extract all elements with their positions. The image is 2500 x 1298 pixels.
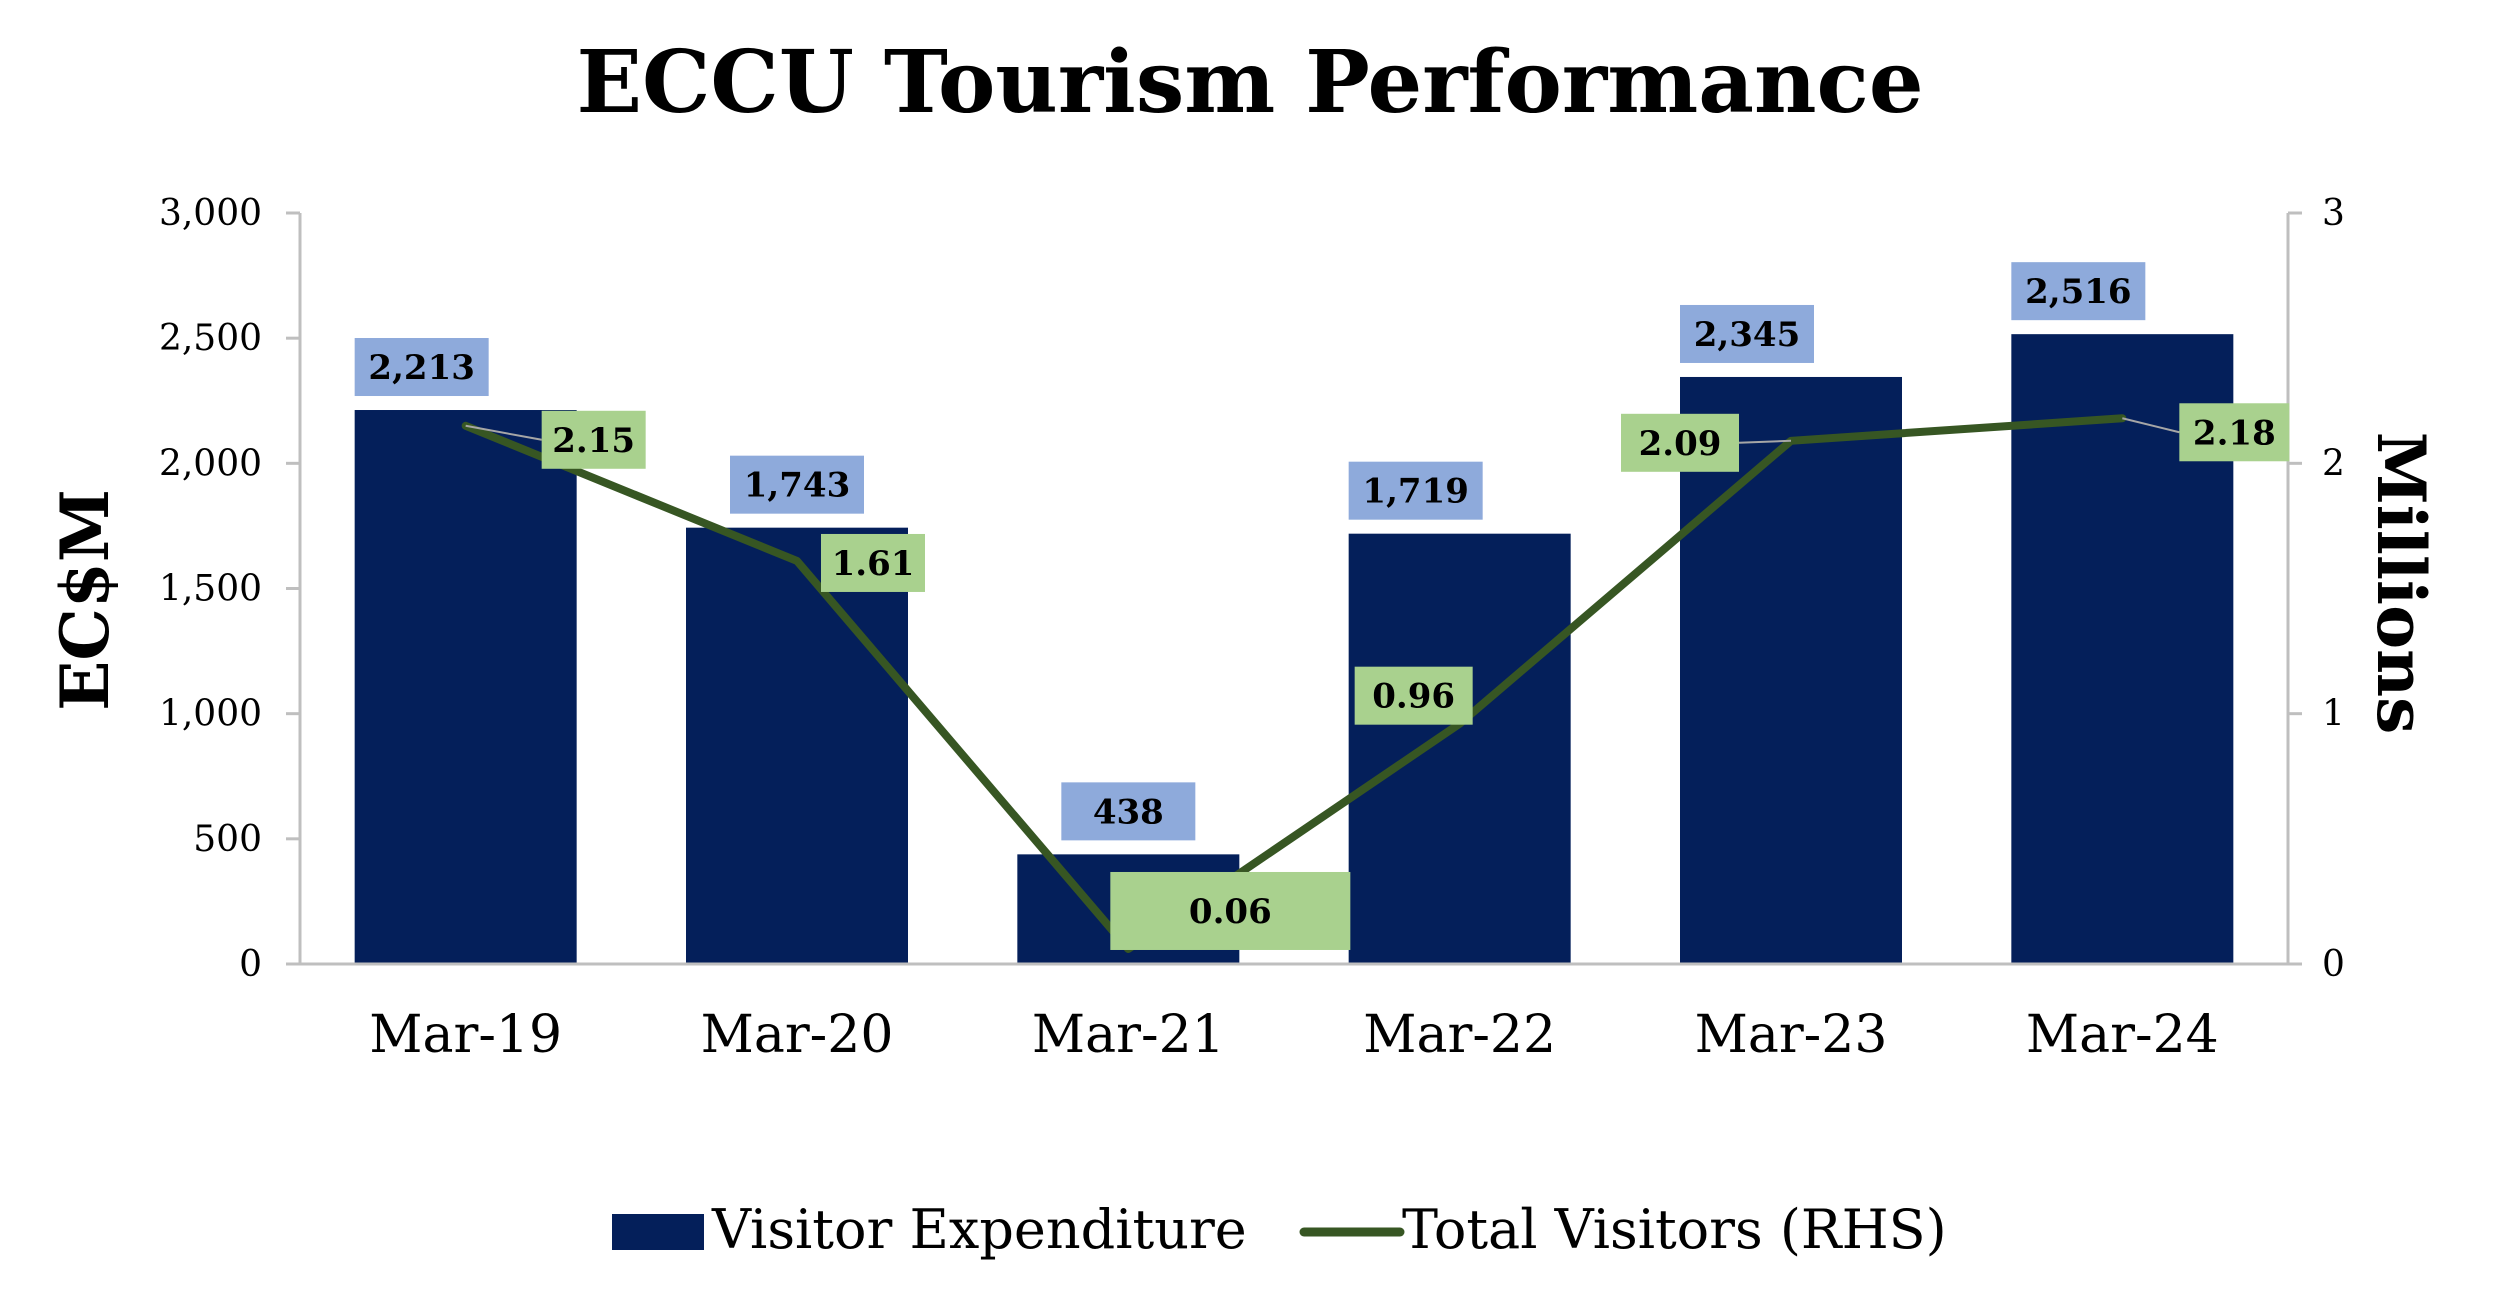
x-tick-label: Mar-22 xyxy=(1363,1005,1556,1065)
line-data-label-box xyxy=(821,533,925,592)
data-labels: 2,213 1,743 438 1,719 2,345 2,516 2.15 1.61 0.06… xyxy=(354,262,2290,950)
line-data-label: 2.18 xyxy=(2193,413,2276,453)
y-tick-label: 500 xyxy=(193,819,262,860)
bar-data-label-box xyxy=(730,455,864,514)
y-tick-label: 1,000 xyxy=(159,694,262,735)
legend-label-expenditure: Visitor Expenditure xyxy=(711,1198,1247,1261)
bar-data-label: 438 xyxy=(1093,792,1164,832)
bar-data-label: 2,213 xyxy=(368,348,474,388)
chart-title: ECCU Tourism Performance xyxy=(576,32,1923,133)
bar-data-label: 2,516 xyxy=(2025,272,2131,312)
x-tick-label: Mar-24 xyxy=(2026,1005,2219,1065)
bar-data-label-box xyxy=(1061,782,1196,841)
bar-data-label: 2,345 xyxy=(1694,315,1800,355)
x-tick-label: Mar-20 xyxy=(701,1005,894,1065)
line-data-label-box xyxy=(541,410,646,469)
line-data-label: 0.96 xyxy=(1372,677,1455,717)
y2-axis-title: Millions xyxy=(2362,432,2440,735)
legend: Visitor Expenditure Total Visitors (RHS) xyxy=(612,1198,1947,1261)
axes: 0 500 1,000 1,500 2,000 2,500 3,000 0 1 2 3 Mar-19 M… xyxy=(159,193,2345,1065)
y2-tick-label: 3 xyxy=(2322,193,2345,234)
y2-tick-label: 1 xyxy=(2322,694,2345,735)
line-data-label-box xyxy=(2179,403,2290,462)
bar xyxy=(1680,376,1902,964)
line-series xyxy=(461,414,2127,953)
line-data-label: 2.15 xyxy=(552,421,635,461)
visitors-line xyxy=(461,414,2127,953)
bar-series xyxy=(354,334,2234,964)
y-tick-label: 1,500 xyxy=(159,569,262,610)
y2-tick-label: 2 xyxy=(2322,443,2345,484)
line-data-label-box xyxy=(1354,666,1473,725)
y-tick-label: 3,000 xyxy=(159,193,262,234)
line-data-label: 0.06 xyxy=(1189,892,1272,932)
y2-tick-label: 0 xyxy=(2322,944,2345,985)
line-label-leader xyxy=(1738,439,1792,444)
bar-data-label-box xyxy=(2011,262,2146,321)
x-tick-label: Mar-19 xyxy=(369,1005,562,1065)
line-data-label-box xyxy=(1110,871,1351,950)
line-data-label: 1.61 xyxy=(832,544,915,584)
y-tick-label: 0 xyxy=(239,944,262,985)
bar-data-label-box xyxy=(1680,304,1814,363)
legend-label-visitors: Total Visitors (RHS) xyxy=(1402,1198,1947,1261)
bar-data-label-box xyxy=(354,338,489,397)
bar xyxy=(1348,533,1571,964)
x-tick-label: Mar-23 xyxy=(1695,1005,1888,1065)
line-data-label-box xyxy=(1621,413,1739,472)
x-tick-label: Mar-21 xyxy=(1032,1005,1225,1065)
bar xyxy=(354,410,577,964)
line-data-label: 2.09 xyxy=(1639,424,1722,464)
bar-data-label: 1,743 xyxy=(744,466,850,506)
bar-data-label: 1,719 xyxy=(1362,472,1468,512)
legend-bar-swatch xyxy=(612,1214,704,1250)
bar xyxy=(686,527,908,964)
line-label-leader xyxy=(2122,417,2180,434)
y-tick-label: 2,000 xyxy=(159,443,262,484)
y-tick-label: 2,500 xyxy=(159,318,262,359)
line-label-leader xyxy=(465,424,542,441)
y-axis-title: EC$M xyxy=(46,489,124,711)
bar-data-label-box xyxy=(1348,461,1483,520)
